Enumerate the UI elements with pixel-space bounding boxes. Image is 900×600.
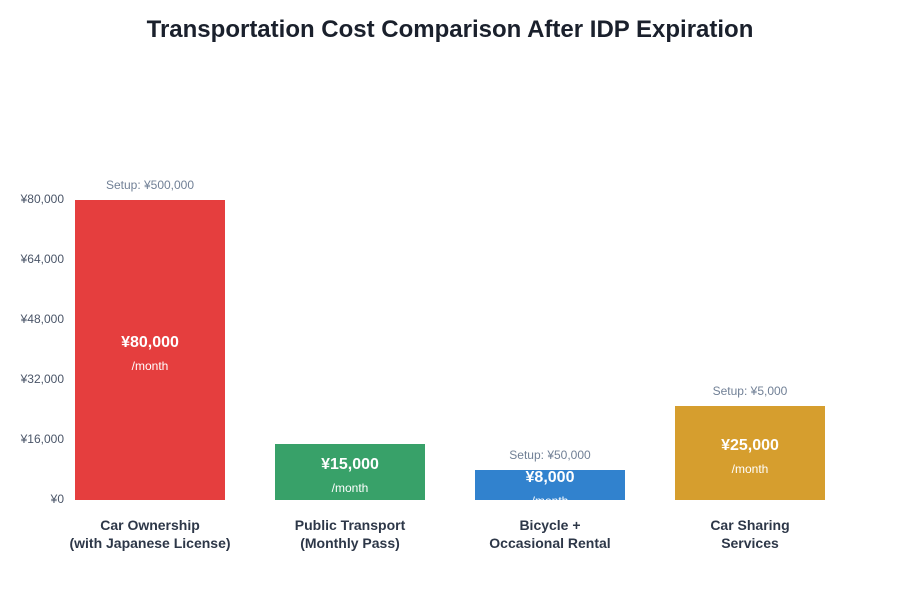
category-label: Bicycle + Occasional Rental <box>450 516 650 552</box>
category-label-line: (Monthly Pass) <box>300 535 400 551</box>
setup-cost-label: Setup: ¥5,000 <box>712 384 788 399</box>
bar-unit-label: /month <box>331 480 369 495</box>
setup-cost-label: Setup: ¥500,000 <box>105 178 195 192</box>
bar-value-label: ¥80,000 <box>121 334 179 351</box>
category-label-line: Car Ownership <box>100 517 200 533</box>
bar-value-label: ¥8,000 <box>525 470 575 486</box>
y-tick-label: ¥16,000 <box>20 432 64 446</box>
category-label: Car Ownership (with Japanese License) <box>50 516 250 552</box>
category-label-line: Car Sharing <box>710 517 790 533</box>
category-label: Public Transport (Monthly Pass) <box>250 516 450 552</box>
bar-value-label: ¥15,000 <box>321 455 379 473</box>
category-label: Car Sharing Services <box>650 516 850 552</box>
bar: ¥15,000/month <box>275 443 425 500</box>
category-label-line: Occasional Rental <box>489 535 611 551</box>
bar: ¥25,000/month <box>675 406 825 500</box>
y-tick-label: ¥32,000 <box>20 372 64 386</box>
category-label-line: Bicycle + <box>519 517 581 533</box>
bar-unit-label: /month <box>131 359 169 373</box>
chart-title: Transportation Cost Comparison After IDP… <box>146 16 754 43</box>
category-label-line: Public Transport <box>294 517 406 533</box>
category-label-line: (with Japanese License) <box>69 535 231 551</box>
y-tick-label: ¥64,000 <box>20 252 64 266</box>
bar: ¥8,000/month <box>475 470 625 500</box>
bar: ¥80,000/month <box>75 200 225 500</box>
bar-unit-label: /month <box>475 494 625 500</box>
y-tick-label: ¥48,000 <box>20 312 64 326</box>
setup-cost-label: Setup: ¥50,000 <box>509 448 591 462</box>
bar-value-label: ¥25,000 <box>721 437 779 455</box>
y-tick-label: ¥0 <box>50 492 64 506</box>
category-label-line: Services <box>721 535 779 551</box>
bar-unit-label: /month <box>731 462 769 477</box>
y-tick-label: ¥80,000 <box>20 192 64 206</box>
